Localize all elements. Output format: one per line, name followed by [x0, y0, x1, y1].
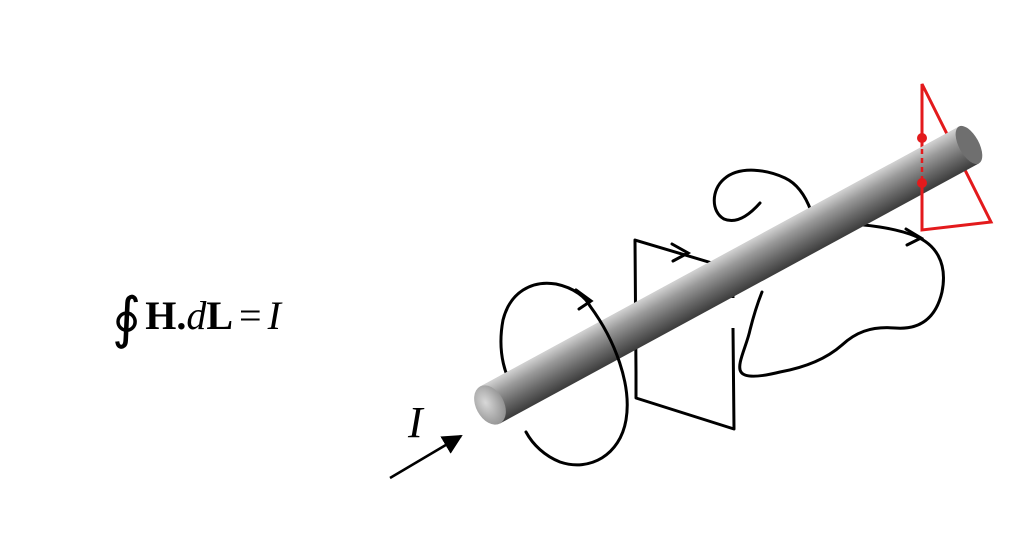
equation-dot: .	[176, 293, 187, 338]
equation-element-L: L	[206, 293, 233, 338]
ampere-equation: ∮ H.dL = I	[112, 291, 281, 347]
red-intersection-point-top	[917, 133, 927, 143]
circular-loop-arrow-icon	[574, 288, 594, 311]
red-intersection-point-bottom	[917, 178, 927, 188]
square-loop-front	[634, 327, 736, 431]
equation-field-H: H	[145, 293, 177, 338]
square-loop-arrow-icon	[670, 242, 692, 263]
equation-rhs-current: I	[267, 293, 281, 338]
equation-equals: =	[239, 293, 262, 338]
current-wire	[474, 125, 983, 425]
equation-differential-d: d	[186, 293, 207, 338]
circular-loop-front	[524, 304, 629, 467]
closed-integral-symbol: ∮	[112, 288, 142, 350]
irregular-loop-arrow-icon	[904, 227, 925, 247]
irregular-loop-front	[738, 234, 945, 378]
current-label: I	[407, 398, 425, 447]
current-arrow-icon	[389, 434, 463, 480]
